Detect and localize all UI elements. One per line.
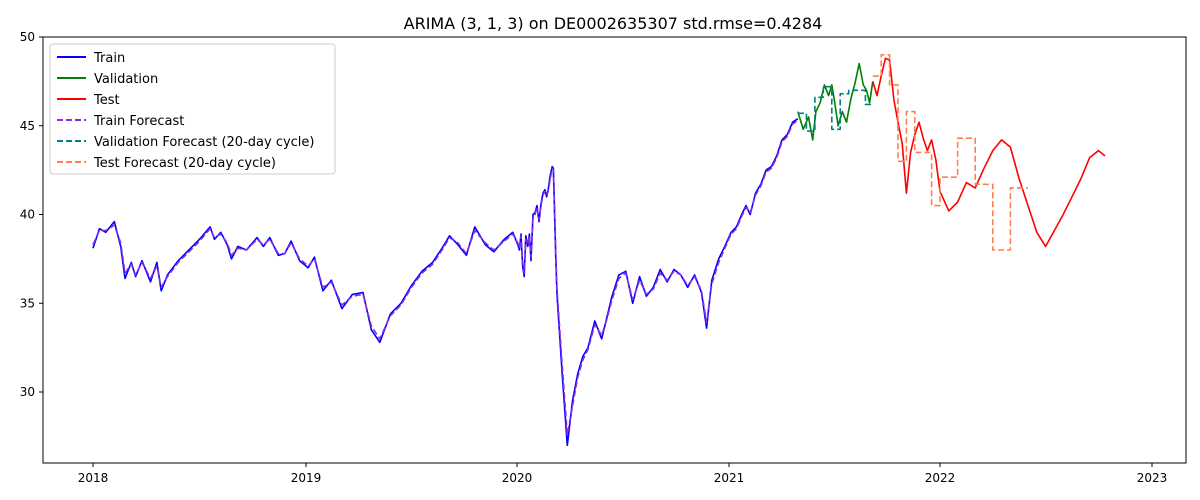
x-tick-label: 2020 [502,471,533,485]
legend-label: Test [93,93,120,108]
legend-label: Train [93,51,125,66]
x-tick-label: 2021 [714,471,745,485]
x-tick-label: 2023 [1137,471,1168,485]
series-line-validation-forecast-20-day-cycle [797,85,873,132]
x-tick-label: 2018 [78,471,109,485]
y-tick-label: 30 [20,385,35,399]
legend: Train Validation Test Train Forecast Validat… [49,43,336,175]
plot-area [92,53,1106,447]
y-tick-label: 35 [20,296,35,310]
series-line-train-forecast [92,119,799,436]
legend-label: Test Forecast (20-day cycle) [93,156,276,171]
x-tick-label: 2019 [291,471,322,485]
x-tick-label: 2022 [925,471,956,485]
axes-frame [42,36,1187,464]
series-line-test-forecast-20-day-cycle [872,53,1028,251]
axes: 2018 2019 2020 2021 2022 2023 30 35 40 45 50 [20,30,1187,485]
legend-label: Train Forecast [93,114,184,129]
y-tick-label: 40 [20,208,35,222]
legend-box [49,43,336,175]
chart-title: ARIMA (3, 1, 3) on DE0002635307 std.rmse… [404,14,823,33]
series-line-validation [797,62,874,141]
legend-label: Validation [94,72,158,87]
y-tick-label: 50 [20,30,35,44]
y-tick-label: 45 [20,119,35,133]
series-line-test [872,57,1106,248]
legend-label: Validation Forecast (20-day cycle) [94,135,315,150]
